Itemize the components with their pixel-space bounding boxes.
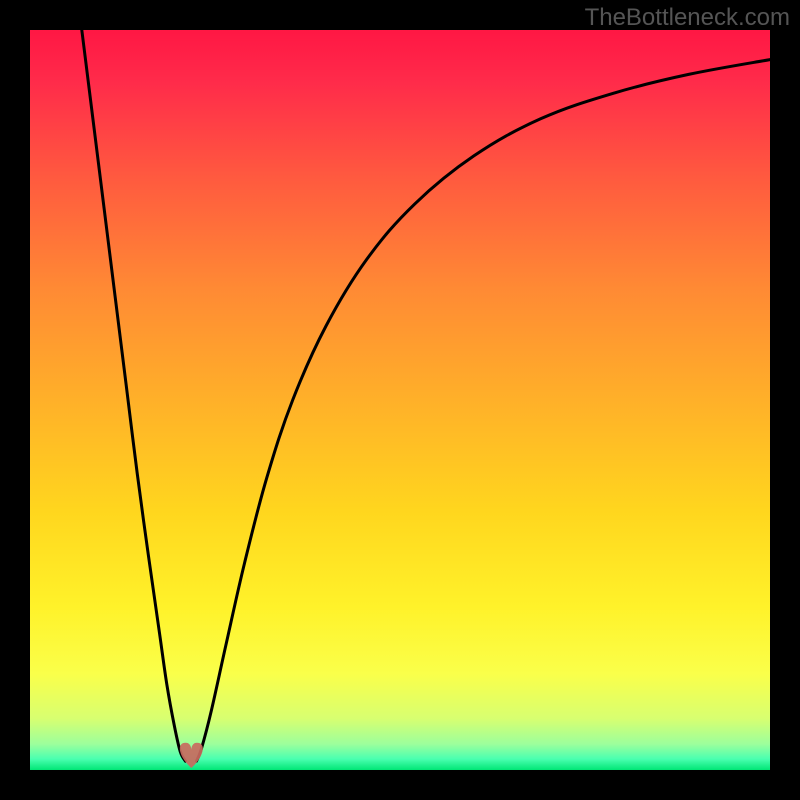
chart-container: { "watermark": { "text": "TheBottleneck.…	[0, 0, 800, 800]
watermark-text: TheBottleneck.com	[585, 4, 790, 32]
plot-background	[30, 30, 770, 770]
bottleneck-chart	[0, 0, 800, 800]
